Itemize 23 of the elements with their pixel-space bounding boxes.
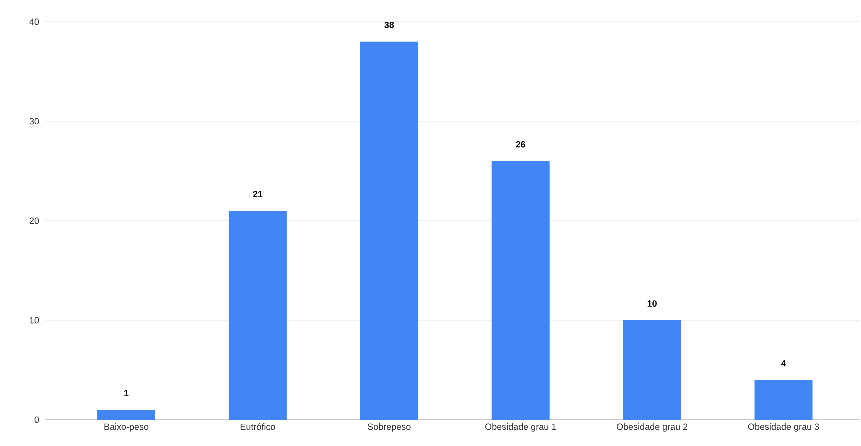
bar bbox=[228, 211, 287, 420]
x-tick-label: Obesidade grau 1 bbox=[486, 424, 556, 432]
y-tick-label: 40 bbox=[30, 18, 40, 26]
y-tick-label: 30 bbox=[30, 118, 40, 125]
y-tick-label: 10 bbox=[30, 317, 40, 324]
x-tick-label: Sobrepeso bbox=[368, 424, 411, 432]
data-label: 21 bbox=[253, 191, 263, 198]
bar bbox=[754, 380, 813, 420]
x-tick-label: Obesidade grau 3 bbox=[748, 424, 820, 432]
bar bbox=[98, 410, 156, 420]
data-label: 4 bbox=[781, 360, 786, 367]
bar bbox=[623, 320, 682, 420]
data-label: 26 bbox=[516, 141, 526, 148]
bar bbox=[492, 161, 550, 420]
data-label: 38 bbox=[384, 22, 394, 28]
bar bbox=[360, 42, 418, 420]
x-tick-label: Obesidade grau 2 bbox=[616, 424, 688, 432]
x-tick-label: Baixo-peso bbox=[104, 424, 149, 432]
y-tick-label: 20 bbox=[30, 218, 40, 224]
data-label: 10 bbox=[648, 300, 657, 307]
data-label: 1 bbox=[124, 390, 129, 397]
y-tick-label: 0 bbox=[34, 416, 40, 424]
x-tick-label: Eutrófico bbox=[240, 424, 276, 430]
